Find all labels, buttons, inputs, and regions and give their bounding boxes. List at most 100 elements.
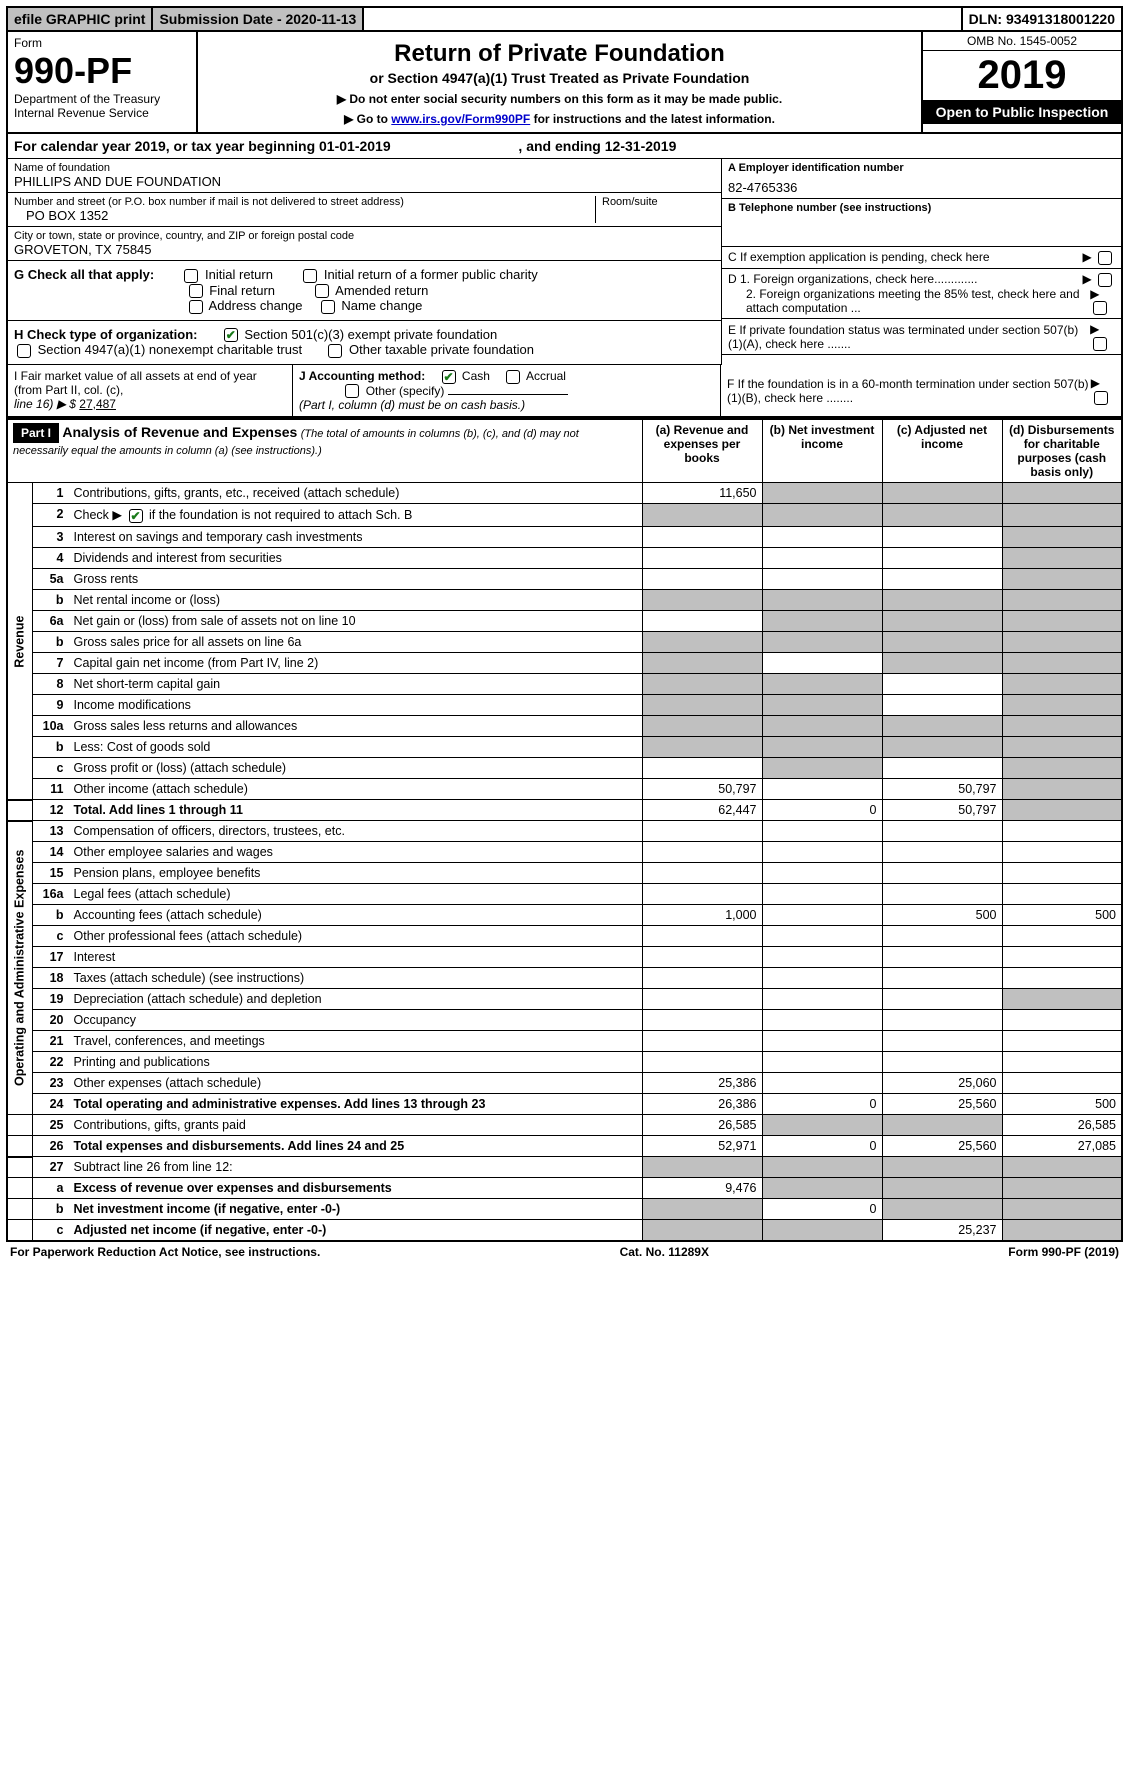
ln-13: 13 xyxy=(33,821,69,842)
submission-date: Submission Date - 2020-11-13 xyxy=(153,8,364,30)
addr-hdr: Number and street (or P.O. box number if… xyxy=(14,196,595,208)
ln-4: 4 xyxy=(33,548,69,569)
l25-a: 26,585 xyxy=(642,1115,762,1136)
section-e: E If private foundation status was termi… xyxy=(722,319,1121,355)
ln-6a: 6a xyxy=(33,611,69,632)
col-a-hdr: (a) Revenue and expenses per books xyxy=(642,419,762,483)
row-2: 2 Check ▶ if the foundation is not requi… xyxy=(7,504,1122,527)
ld-19: Depreciation (attach schedule) and deple… xyxy=(69,989,643,1010)
checkbox-4947[interactable] xyxy=(17,344,31,358)
open-public-badge: Open to Public Inspection xyxy=(923,100,1121,124)
form-number: 990-PF xyxy=(14,50,190,92)
row-21: 21 Travel, conferences, and meetings xyxy=(7,1031,1122,1052)
checkbox-501c3[interactable] xyxy=(224,328,238,342)
i-line16: line 16) ▶ $ xyxy=(14,397,76,411)
header-left: Form 990-PF Department of the Treasury I… xyxy=(8,32,198,132)
checkbox-cash[interactable] xyxy=(442,370,456,384)
ln-5b: b xyxy=(33,590,69,611)
ld-22: Printing and publications xyxy=(69,1052,643,1073)
ln-6b: b xyxy=(33,632,69,653)
ln-12: 12 xyxy=(33,800,69,821)
j-other: Other (specify) xyxy=(366,384,445,398)
l26-b: 0 xyxy=(762,1136,882,1157)
g-label: G Check all that apply: xyxy=(14,267,154,282)
ld-8: Net short-term capital gain xyxy=(69,674,643,695)
row-10c: c Gross profit or (loss) (attach schedul… xyxy=(7,758,1122,779)
ln-21: 21 xyxy=(33,1031,69,1052)
ld-13: Compensation of officers, directors, tru… xyxy=(69,821,643,842)
ln-3: 3 xyxy=(33,527,69,548)
j-cash: Cash xyxy=(462,369,490,383)
checkbox-f[interactable] xyxy=(1094,391,1108,405)
l26-a: 52,971 xyxy=(642,1136,762,1157)
ln-20: 20 xyxy=(33,1010,69,1031)
row-10b: b Less: Cost of goods sold xyxy=(7,737,1122,758)
row-9: 9 Income modifications xyxy=(7,695,1122,716)
checkbox-d1[interactable] xyxy=(1098,273,1112,287)
instruct-1: ▶ Do not enter social security numbers o… xyxy=(204,92,915,106)
ld-23: Other expenses (attach schedule) xyxy=(69,1073,643,1094)
l27b-b: 0 xyxy=(762,1199,882,1220)
row-7: 7 Capital gain net income (from Part IV,… xyxy=(7,653,1122,674)
h-opt2: Section 4947(a)(1) nonexempt charitable … xyxy=(38,342,302,357)
form-header: Form 990-PF Department of the Treasury I… xyxy=(6,32,1123,134)
ld-27: Subtract line 26 from line 12: xyxy=(69,1157,643,1178)
l24-a: 26,386 xyxy=(642,1094,762,1115)
ld-27c: Adjusted net income (if negative, enter … xyxy=(74,1223,327,1237)
section-g: G Check all that apply: Initial return I… xyxy=(8,261,721,321)
checkbox-initial[interactable] xyxy=(184,269,198,283)
checkbox-other-taxable[interactable] xyxy=(328,344,342,358)
checkbox-e[interactable] xyxy=(1093,337,1107,351)
i-label: I Fair market value of all assets at end… xyxy=(14,369,257,397)
checkbox-d2[interactable] xyxy=(1093,301,1107,315)
row-5b: b Net rental income or (loss) xyxy=(7,590,1122,611)
checkbox-address[interactable] xyxy=(189,300,203,314)
i-val: 27,487 xyxy=(79,397,116,411)
row-1: Revenue 1 Contributions, gifts, grants, … xyxy=(7,483,1122,504)
addr-val: PO BOX 1352 xyxy=(14,208,595,223)
ld-10c: Gross profit or (loss) (attach schedule) xyxy=(69,758,643,779)
revenue-label: Revenue xyxy=(7,483,33,800)
l27c-c: 25,237 xyxy=(882,1220,1002,1242)
top-bar: efile GRAPHIC print Submission Date - 20… xyxy=(6,6,1123,32)
footer-mid: Cat. No. 11289X xyxy=(620,1245,709,1259)
row-26: 26 Total expenses and disbursements. Add… xyxy=(7,1136,1122,1157)
checkbox-other-method[interactable] xyxy=(345,384,359,398)
row-20: 20 Occupancy xyxy=(7,1010,1122,1031)
checkbox-name[interactable] xyxy=(321,300,335,314)
l11-c: 50,797 xyxy=(882,779,1002,800)
section-h: H Check type of organization: Section 50… xyxy=(8,321,721,365)
checkbox-initial-former[interactable] xyxy=(303,269,317,283)
checkbox-amended[interactable] xyxy=(315,284,329,298)
identity-left: Name of foundation PHILLIPS AND DUE FOUN… xyxy=(8,159,721,365)
l27a-a: 9,476 xyxy=(642,1178,762,1199)
ln-5a: 5a xyxy=(33,569,69,590)
checkbox-final[interactable] xyxy=(189,284,203,298)
ld-27a: Excess of revenue over expenses and disb… xyxy=(74,1181,392,1195)
part1-hdr: Part I xyxy=(13,423,59,443)
ln-19: 19 xyxy=(33,989,69,1010)
g-address: Address change xyxy=(209,298,303,313)
ln-1: 1 xyxy=(33,483,69,504)
irs-link[interactable]: www.irs.gov/Form990PF xyxy=(391,112,530,126)
ein-hdr: A Employer identification number xyxy=(728,162,904,174)
ld-18: Taxes (attach schedule) (see instruction… xyxy=(69,968,643,989)
ld-12: Total. Add lines 1 through 11 xyxy=(74,803,243,817)
ld-9: Income modifications xyxy=(69,695,643,716)
checkbox-c[interactable] xyxy=(1098,251,1112,265)
checkbox-schb[interactable] xyxy=(129,509,143,523)
row-14: 14 Other employee salaries and wages xyxy=(7,842,1122,863)
omb-number: OMB No. 1545-0052 xyxy=(923,32,1121,51)
section-d: D 1. Foreign organizations, check here..… xyxy=(722,269,1121,320)
c-text: C If exemption application is pending, c… xyxy=(728,250,990,264)
g-final: Final return xyxy=(209,283,275,298)
row-25: 25 Contributions, gifts, grants paid 26,… xyxy=(7,1115,1122,1136)
h-opt3: Other taxable private foundation xyxy=(349,342,534,357)
ln-10a: 10a xyxy=(33,716,69,737)
l12-a: 62,447 xyxy=(642,800,762,821)
row-11: 11 Other income (attach schedule) 50,797… xyxy=(7,779,1122,800)
checkbox-accrual[interactable] xyxy=(506,370,520,384)
section-j: J Accounting method: Cash Accrual Other … xyxy=(293,365,721,417)
expenses-label: Operating and Administrative Expenses xyxy=(7,821,33,1115)
foundation-name-cell: Name of foundation PHILLIPS AND DUE FOUN… xyxy=(8,159,721,193)
